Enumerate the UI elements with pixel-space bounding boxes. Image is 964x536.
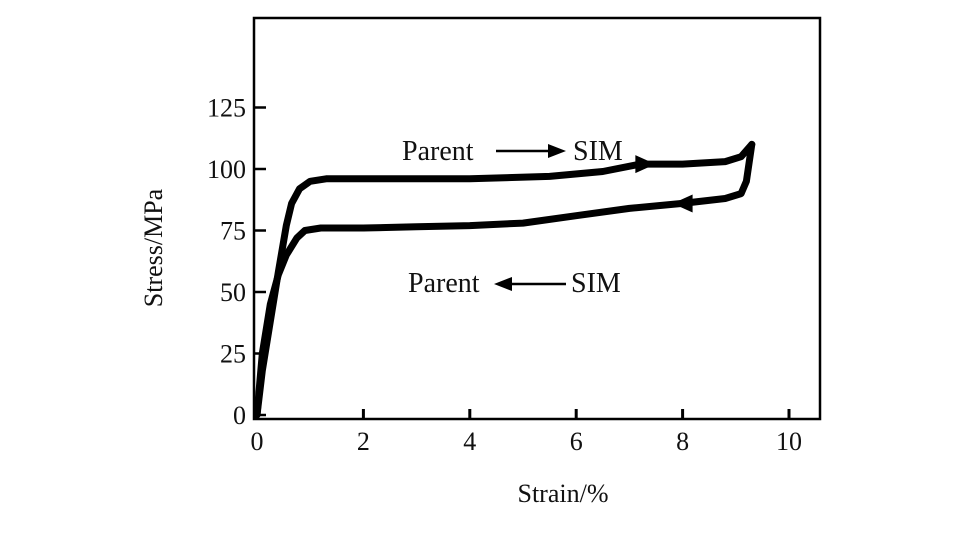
x-tick-label: 8: [676, 427, 689, 456]
y-tick-label: 75: [220, 217, 246, 246]
y-axis-ticks: 0 25 50 75 100 125: [207, 94, 266, 430]
annotation-reverse: Parent SIM: [408, 268, 621, 299]
annotation-forward: Parent SIM: [402, 136, 623, 167]
annotation-forward-right: SIM: [573, 136, 623, 167]
annotation-forward-left: Parent: [402, 136, 474, 167]
y-tick-label: 0: [233, 401, 246, 430]
y-tick-label: 25: [220, 340, 246, 369]
curves: [253, 140, 756, 419]
plot-frame: [252, 16, 822, 421]
loading-direction-arrow: [635, 155, 656, 174]
y-tick-label: 125: [207, 94, 246, 123]
unloading-direction-arrow: [672, 194, 693, 213]
x-tick-label: 2: [357, 427, 370, 456]
x-axis-title: Strain/%: [518, 479, 609, 508]
unloading-curve: [253, 140, 756, 419]
loading-curve: [253, 140, 756, 419]
x-tick-label: 10: [776, 427, 802, 456]
x-tick-label: 0: [251, 427, 264, 456]
x-tick-label: 6: [570, 427, 583, 456]
annotation-reverse-left: Parent: [408, 268, 480, 299]
annotation-reverse-arrowhead: [494, 277, 512, 291]
annotation-forward-arrowhead: [548, 144, 566, 158]
y-axis-title: Stress/MPa: [139, 188, 168, 307]
x-axis-ticks: 0 2 4 6 8 10: [251, 409, 802, 456]
annotation-reverse-right: SIM: [571, 268, 621, 299]
y-tick-label: 100: [207, 155, 246, 184]
y-tick-label: 50: [220, 278, 246, 307]
x-tick-label: 4: [463, 427, 476, 456]
